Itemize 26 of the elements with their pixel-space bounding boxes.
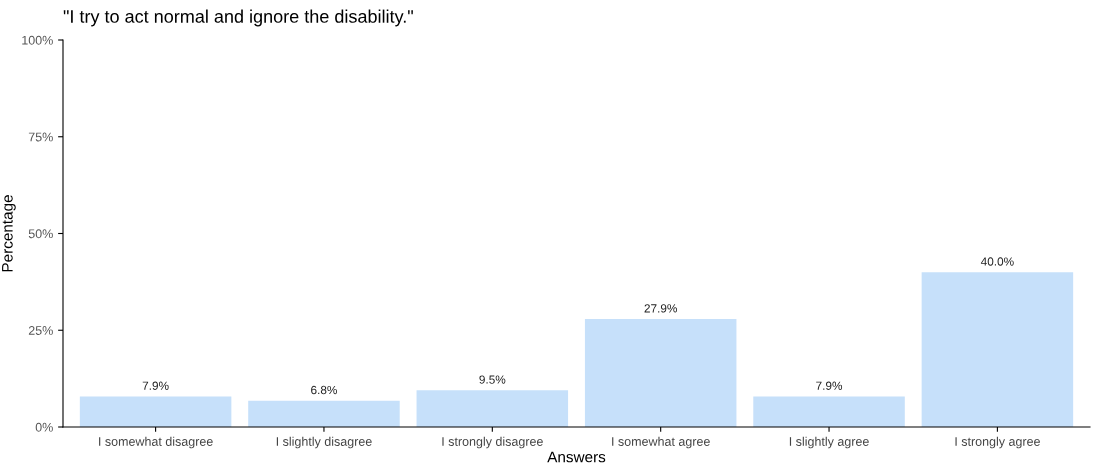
chart-title: "I try to act normal and ignore the disability." bbox=[63, 9, 413, 27]
x-tick-label: I strongly disagree bbox=[442, 436, 543, 449]
x-tick-label: I somewhat agree bbox=[612, 436, 710, 449]
data-label: 7.9% bbox=[142, 381, 169, 390]
data-label: 27.9% bbox=[644, 304, 677, 313]
data-label: 9.5% bbox=[479, 375, 506, 384]
bar bbox=[584, 319, 737, 427]
bar bbox=[248, 400, 400, 427]
x-tick-label: I slightly agree bbox=[789, 436, 869, 449]
bar bbox=[79, 396, 232, 427]
x-tick-label: I strongly agree bbox=[955, 436, 1040, 449]
data-label: 6.8% bbox=[311, 385, 337, 395]
bar bbox=[753, 396, 905, 427]
x-axis-title: Answers bbox=[547, 451, 606, 463]
bar bbox=[921, 272, 1074, 427]
y-tick-label: 100% bbox=[22, 35, 53, 45]
y-tick-label: 0% bbox=[35, 422, 53, 432]
data-label: 40.0% bbox=[980, 257, 1014, 266]
y-tick-label: 50% bbox=[28, 229, 53, 239]
y-axis-title: Percentage bbox=[2, 195, 16, 272]
y-tick-label: 75% bbox=[28, 132, 53, 142]
data-label: 7.9% bbox=[816, 381, 843, 390]
x-tick-label: I slightly disagree bbox=[276, 436, 372, 449]
x-tick-label: I somewhat disagree bbox=[99, 436, 213, 449]
bar bbox=[416, 390, 569, 427]
y-tick-label: 25% bbox=[28, 326, 53, 335]
